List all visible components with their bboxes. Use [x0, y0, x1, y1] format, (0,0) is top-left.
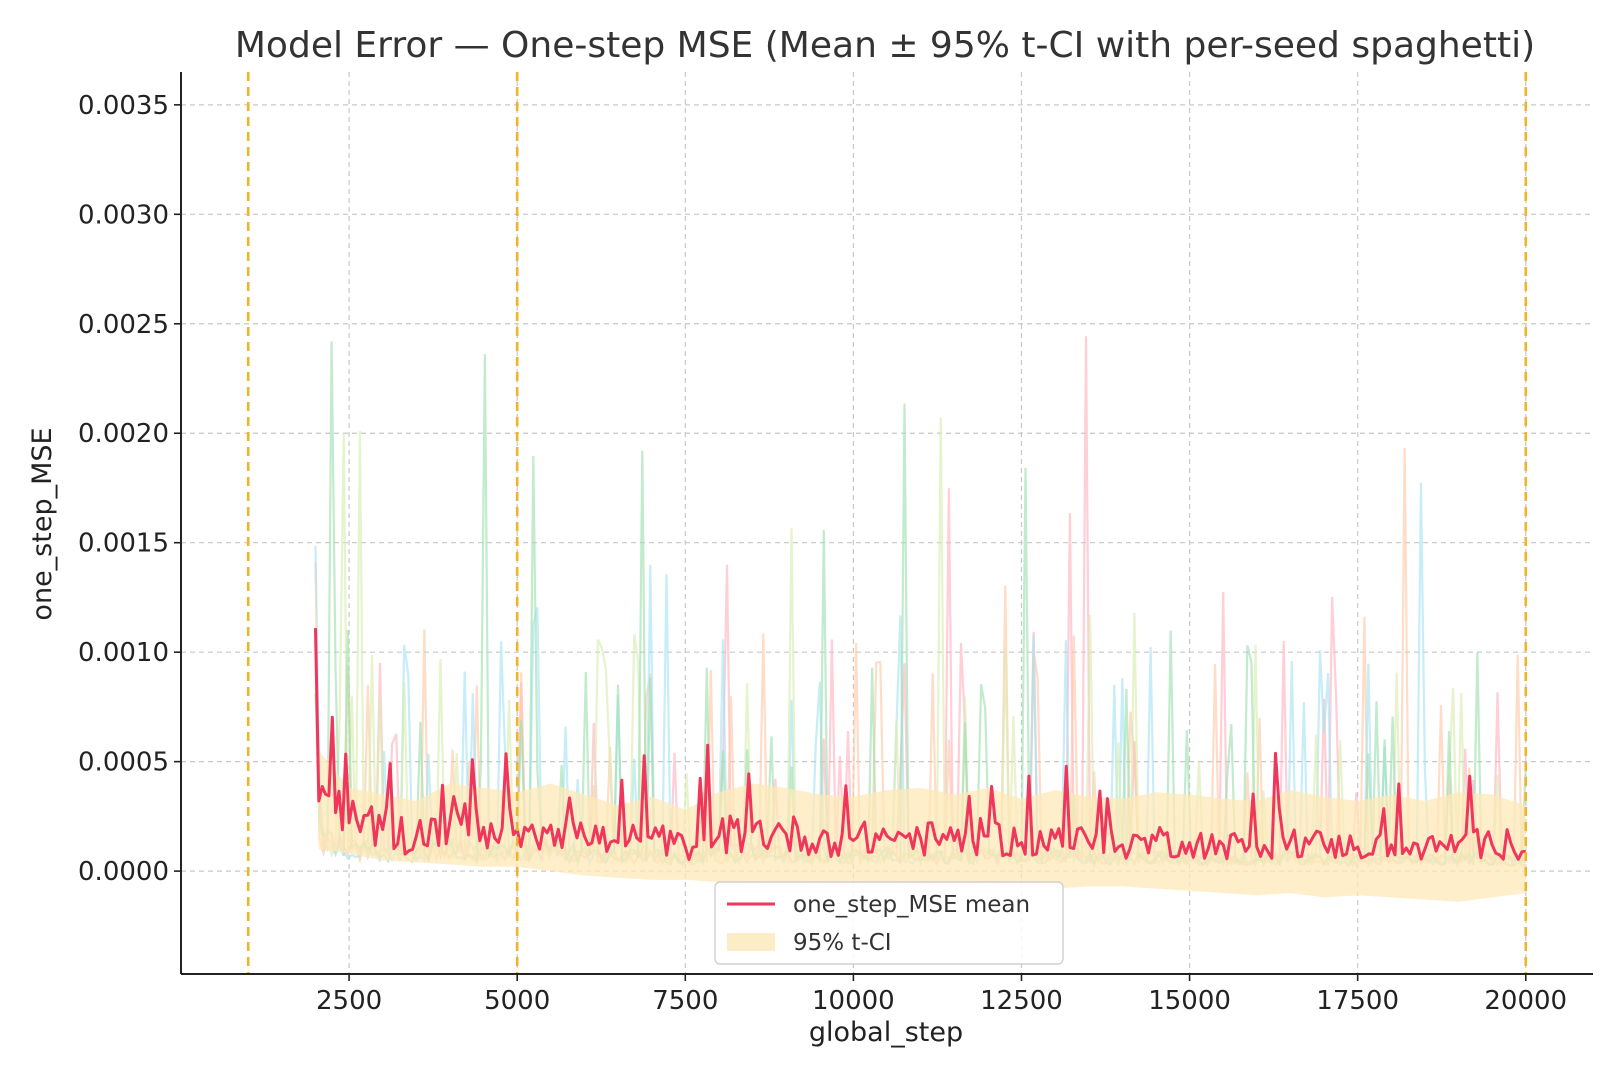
x-tick-label: 17500 [1316, 986, 1399, 1016]
legend-label: one_step_MSE mean [793, 892, 1030, 918]
y-tick-label: 0.0035 [78, 91, 169, 121]
y-tick-label: 0.0000 [78, 857, 169, 887]
legend-box [714, 881, 1064, 965]
tick-labels: 2500 5000 7500 10000 12500 15000 17500 20000 0.0… [78, 91, 1567, 1016]
x-tick-label: 20000 [1484, 986, 1567, 1016]
y-tick-label: 0.0030 [78, 200, 169, 230]
x-tick-label: 15000 [1148, 986, 1231, 1016]
vertical-markers [246, 72, 1528, 974]
y-tick-label: 0.0005 [78, 748, 169, 778]
legend-label: 95% t-CI [793, 930, 892, 956]
x-axis-title: global_step [809, 1017, 963, 1048]
x-tick-label: 10000 [812, 986, 895, 1016]
x-tick-label: 5000 [484, 986, 550, 1016]
y-axis-title: one_step_MSE [27, 427, 58, 620]
x-tick-label: 12500 [980, 986, 1063, 1016]
y-tick-label: 0.0025 [78, 310, 169, 340]
y-tick-label: 0.0015 [78, 529, 169, 559]
chart-title: Model Error — One-step MSE (Mean ± 95% t… [235, 25, 1535, 66]
x-tick-label: 7500 [652, 986, 718, 1016]
legend-patch-swatch [727, 933, 775, 951]
mean-line-layer [314, 628, 1526, 861]
y-tick-label: 0.0010 [78, 638, 169, 668]
legend: one_step_MSE mean 95% t-CI [714, 881, 1064, 965]
mean-line [314, 628, 1526, 861]
x-tick-label: 2500 [316, 986, 382, 1016]
y-tick-label: 0.0020 [78, 419, 169, 449]
